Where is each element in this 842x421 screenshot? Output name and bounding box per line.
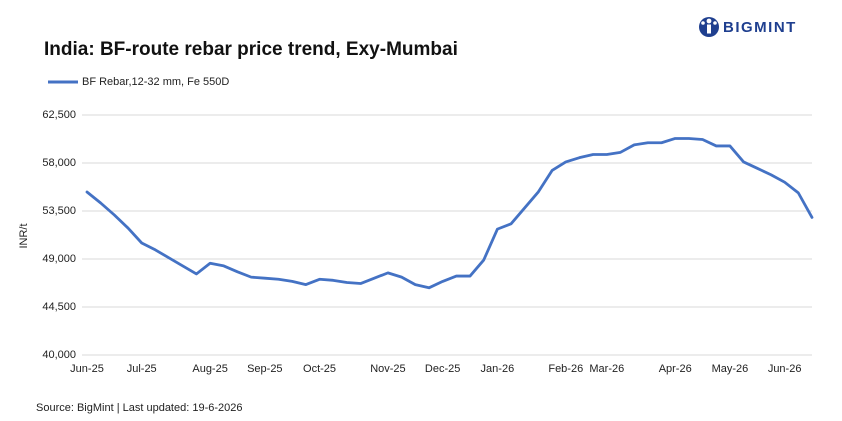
y-tick-label: 62,500: [42, 109, 76, 121]
legend-label: BF Rebar,12-32 mm, Fe 550D: [82, 76, 229, 88]
y-tick-label: 58,000: [42, 157, 76, 169]
x-tick-label: Feb-26: [548, 363, 583, 375]
x-tick-label: Nov-25: [370, 363, 405, 375]
x-tick-label: Aug-25: [192, 363, 227, 375]
x-tick-label: Jan-26: [481, 363, 515, 375]
source-note: Source: BigMint | Last updated: 19-6-202…: [36, 402, 243, 414]
x-tick-label: Jul-25: [127, 363, 157, 375]
y-tick-label: 53,500: [42, 205, 76, 217]
x-tick-label: Dec-25: [425, 363, 460, 375]
y-tick-label: 40,000: [42, 349, 76, 361]
y-axis-title: INR/t: [18, 223, 30, 248]
x-tick-label: Sep-25: [247, 363, 282, 375]
y-tick-label: 44,500: [42, 301, 76, 313]
x-tick-label: Apr-26: [659, 363, 692, 375]
x-tick-label: Mar-26: [589, 363, 624, 375]
y-tick-label: 49,000: [42, 253, 76, 265]
x-tick-label: Jun-25: [70, 363, 104, 375]
chart-title: India: BF-route rebar price trend, Exy-M…: [44, 39, 458, 60]
logo-text: BIGMINT: [723, 19, 797, 36]
data-line: [85, 137, 814, 290]
x-tick-label: Oct-25: [303, 363, 336, 375]
x-tick-label: May-26: [712, 363, 749, 375]
x-tick-label: Jun-26: [768, 363, 802, 375]
logo-icon: [699, 17, 719, 37]
